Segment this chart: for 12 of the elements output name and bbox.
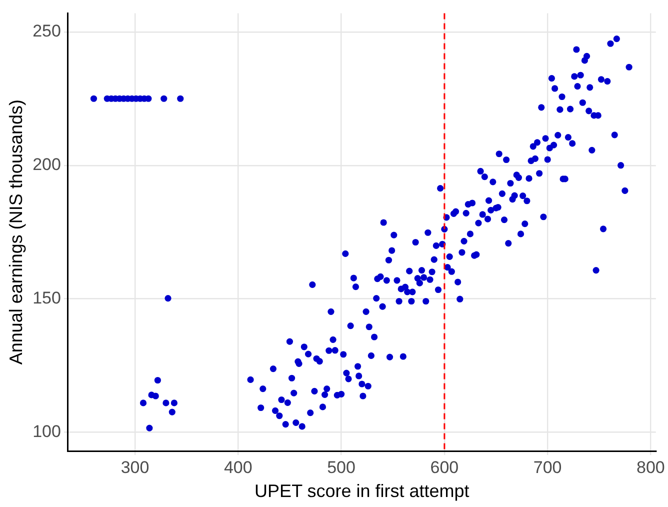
x-tick-label: 400 [224,458,252,477]
y-tick-label: 100 [32,422,61,441]
y-tick-label: 150 [32,288,61,308]
x-axis-title: UPET score in first attempt [254,481,470,502]
x-tick-label: 500 [327,458,356,477]
x-tick-label: 300 [120,458,150,477]
x-tick-label: 700 [533,458,562,477]
x-tick-label: 800 [636,458,665,477]
y-axis-title: Annual earnings (NIS thousands) [6,100,26,365]
x-tick-label: 600 [430,458,459,477]
y-tick-label: 200 [32,155,61,174]
y-tick-label: 250 [32,22,61,41]
